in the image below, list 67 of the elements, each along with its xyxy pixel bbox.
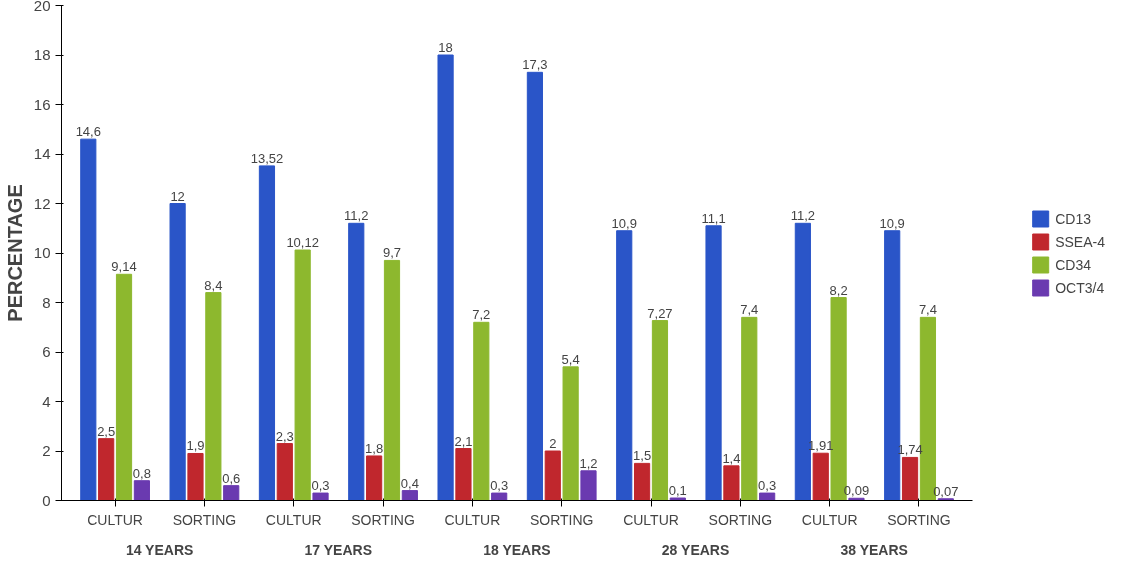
data-label: 17,3 bbox=[522, 57, 548, 73]
data-label: 5,4 bbox=[561, 351, 580, 367]
data-label: 1,2 bbox=[579, 455, 598, 471]
data-label: 8,4 bbox=[204, 277, 223, 293]
legend-label: CD13 bbox=[1055, 210, 1091, 226]
data-label: 11,1 bbox=[701, 210, 726, 226]
x-tick-label: CULTUR bbox=[87, 511, 143, 528]
legend-label: CD34 bbox=[1055, 256, 1091, 272]
data-label: 1,9 bbox=[186, 438, 205, 454]
y-tick-label: 16 bbox=[33, 95, 51, 113]
data-label: 1,5 bbox=[633, 448, 652, 464]
text: 17 YEARS bbox=[304, 541, 372, 558]
data-label: 0,6 bbox=[222, 470, 241, 486]
y-tick-label: 0 bbox=[42, 491, 51, 509]
y-tick-label: 14 bbox=[33, 145, 51, 162]
data-label: 9,14 bbox=[111, 259, 137, 275]
x-tick-label: SORTING bbox=[172, 511, 237, 528]
data-label: 0,3 bbox=[758, 478, 777, 494]
x-tick-label: SORTING bbox=[887, 511, 951, 528]
data-label: 2,5 bbox=[97, 423, 116, 439]
data-label: 14,6 bbox=[75, 124, 101, 140]
data-label: 0,4 bbox=[400, 475, 419, 491]
text: 14 YEARS bbox=[125, 541, 194, 558]
x-tick-label: SORTING bbox=[351, 511, 415, 528]
y-tick-label: 4 bbox=[42, 392, 51, 410]
x-tick-label: CULTUR bbox=[444, 511, 501, 528]
text: 28 YEARS bbox=[661, 541, 730, 558]
data-label: 1,4 bbox=[722, 450, 741, 466]
data-label: 8,2 bbox=[829, 282, 848, 298]
y-axis-title: PERCENTAGE bbox=[3, 184, 26, 322]
data-label: 9,7 bbox=[382, 245, 402, 261]
legend-label: SSEA-4 bbox=[1055, 233, 1105, 249]
data-label: 10,9 bbox=[879, 215, 905, 231]
data-label: 11,2 bbox=[790, 208, 816, 224]
data-label: 18 bbox=[438, 40, 453, 55]
data-label: 0,8 bbox=[132, 465, 151, 481]
data-label: 10,9 bbox=[611, 215, 637, 231]
data-label: 0,3 bbox=[311, 478, 330, 494]
data-label: 7,4 bbox=[918, 302, 937, 318]
x-tick-label: CULTUR bbox=[623, 511, 679, 528]
y-tick-label: 20 bbox=[33, 0, 51, 14]
x-tick-label: CULTUR bbox=[801, 511, 858, 528]
y-tick-label: 8 bbox=[42, 293, 51, 311]
data-label: 0,3 bbox=[490, 478, 509, 494]
data-label: 7,2 bbox=[472, 307, 491, 323]
y-tick-label: 10 bbox=[33, 244, 51, 261]
data-label: 2 bbox=[549, 436, 557, 451]
x-tick-label: SORTING bbox=[529, 511, 594, 528]
data-label: 12 bbox=[170, 188, 185, 204]
data-label: 7,27 bbox=[647, 305, 673, 321]
x-tick-label: CULTUR bbox=[265, 511, 322, 528]
data-label: 13,52 bbox=[250, 150, 284, 166]
text: 38 YEARS bbox=[840, 541, 908, 558]
legend-label: OCT3/4 bbox=[1055, 279, 1105, 295]
data-label: 7,4 bbox=[740, 302, 759, 318]
y-tick-label: 2 bbox=[42, 442, 51, 459]
y-tick-label: 12 bbox=[33, 194, 51, 212]
data-label: 1,8 bbox=[365, 440, 384, 456]
data-label: 11,2 bbox=[344, 208, 369, 224]
text: 18 YEARS bbox=[483, 541, 551, 558]
data-label: 2,1 bbox=[454, 433, 473, 449]
y-tick-label: 6 bbox=[42, 343, 51, 360]
data-label: 10,12 bbox=[286, 235, 319, 251]
x-tick-label: SORTING bbox=[708, 511, 773, 528]
data-label: 2,3 bbox=[275, 428, 294, 444]
data-label: 0,1 bbox=[668, 483, 687, 499]
y-tick-label: 18 bbox=[33, 46, 51, 63]
